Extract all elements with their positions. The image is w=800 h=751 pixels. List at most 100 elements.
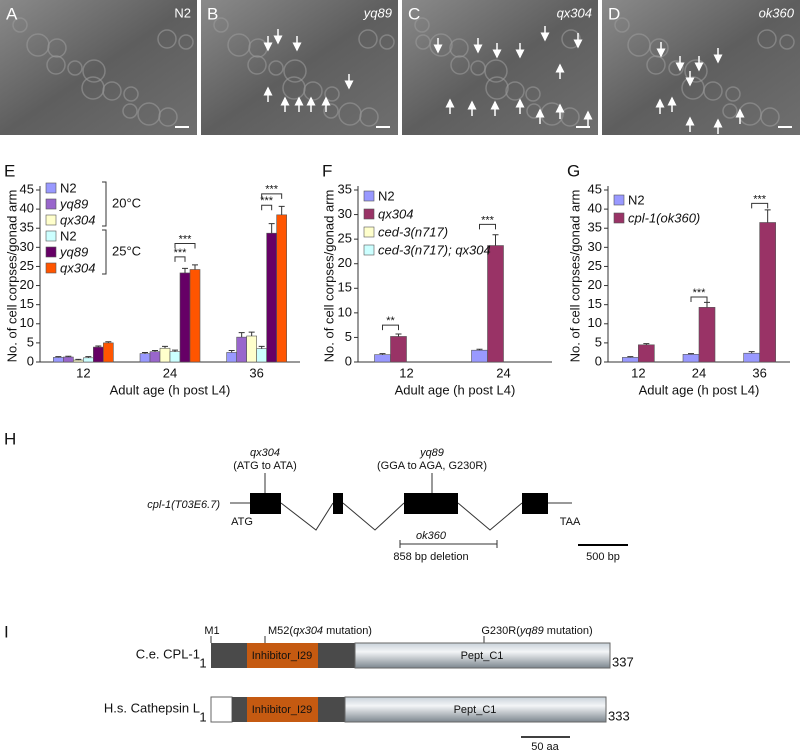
legend-swatch	[45, 182, 57, 194]
significance-label: ***	[179, 233, 193, 245]
cell	[779, 34, 795, 50]
site-label: M52(qx304 mutation)	[268, 625, 372, 637]
start-codon: ATG	[231, 516, 253, 528]
chart: E 0 5 10 15 20 25 30 35 40 45 12 24 36 Adult age (h po…	[4, 161, 300, 397]
significance-bracket	[261, 193, 283, 199]
error-bar	[627, 356, 634, 358]
error-bar	[238, 332, 245, 338]
y-tick-label: 5	[345, 329, 352, 344]
error-bar	[379, 353, 386, 355]
bar	[698, 307, 716, 363]
legend-group-label: 25°C	[112, 243, 141, 258]
error-bar	[142, 351, 148, 354]
y-tick-label: 25	[338, 231, 352, 246]
micrograph-panel: A N2	[0, 0, 197, 135]
strain-label: yq89	[363, 5, 392, 20]
chart: F 0 5 10 15 20 25 30 35 12 24 Adult age (h post L4)…	[321, 161, 552, 397]
exon	[404, 493, 458, 514]
bar	[179, 272, 191, 363]
bar	[63, 356, 74, 363]
bar	[159, 347, 171, 363]
cell	[614, 17, 630, 33]
error-bar	[192, 264, 198, 270]
site-label: G230R(yq89 mutation)	[481, 625, 592, 637]
legend-swatch	[363, 190, 375, 202]
legend-swatch	[45, 214, 57, 226]
protein-start: 1	[199, 709, 206, 724]
error-bar	[748, 351, 755, 354]
legend-label: N2	[60, 180, 77, 195]
error-bar	[172, 349, 178, 352]
y-axis-label: No. of cell corpses/gonad arm	[4, 190, 19, 363]
error-bar	[85, 356, 92, 358]
panel-label: H	[4, 429, 16, 448]
bar	[83, 357, 94, 363]
cell	[414, 17, 430, 33]
legend-label: N2	[378, 188, 395, 203]
x-tick-label: 24	[496, 365, 510, 380]
bar	[743, 352, 760, 363]
exon	[333, 493, 343, 514]
error-bar	[395, 333, 402, 337]
error-bar	[248, 331, 255, 337]
cell	[684, 59, 708, 83]
bar	[390, 336, 407, 363]
legend-label: N2	[60, 228, 77, 243]
cell	[358, 29, 378, 49]
protein-end: 333	[608, 708, 630, 723]
cell	[338, 102, 362, 126]
protein-name: C.e. CPL-1	[136, 646, 200, 661]
significance-label: ***	[260, 195, 274, 207]
x-tick-label: 12	[399, 365, 413, 380]
site-allele: qx304	[293, 625, 323, 637]
significance-bracket	[479, 223, 496, 230]
legend-swatch	[45, 246, 57, 258]
mutation-change: (GGA to AGA, G230R)	[377, 460, 487, 472]
bar	[149, 351, 161, 363]
legend-label: yq89	[59, 196, 88, 211]
bar	[236, 336, 247, 363]
y-tick-label: 35	[338, 181, 352, 196]
error-bar	[476, 348, 483, 351]
y-tick-label: 0	[345, 353, 352, 368]
mutation-change: (ATG to ATA)	[233, 460, 297, 472]
cell	[26, 33, 50, 57]
site-text: G230R(	[481, 625, 520, 637]
y-tick-label: 40	[20, 201, 34, 216]
strain-label: ok360	[759, 5, 795, 20]
y-tick-label: 30	[20, 239, 34, 254]
x-axis-label: Adult age (h post L4)	[110, 382, 231, 397]
domain-label: Inhibitor_I29	[252, 704, 313, 716]
cell	[449, 38, 469, 58]
legend-label: cpl-1(ok360)	[628, 210, 700, 225]
significance-bracket	[690, 296, 708, 303]
chart: G 0 5 10 15 20 25 30 35 40 45 12 24 36 Adult age (h po…	[567, 161, 790, 397]
error-bar	[492, 234, 499, 246]
site-text: M1	[204, 625, 219, 637]
protein-diagram: I M1 M52(qx304 mutation) G230R(yq89 muta…	[4, 622, 634, 751]
signal-peptide	[210, 696, 233, 723]
deletion-bar	[399, 540, 498, 548]
significance-label: ***	[174, 247, 188, 259]
legend-swatch	[613, 194, 625, 206]
cell	[757, 29, 777, 49]
bar	[189, 269, 201, 363]
bar	[374, 354, 391, 363]
x-tick-label: 12	[76, 365, 90, 380]
cell	[450, 55, 470, 75]
x-axis-label: Adult age (h post L4)	[395, 382, 516, 397]
allele: qx304	[250, 447, 280, 459]
legend-label: qx304	[60, 212, 95, 227]
y-tick-label: 15	[20, 296, 34, 311]
bar	[266, 232, 277, 363]
legend-swatch	[363, 244, 375, 256]
legend-label: yq89	[59, 244, 88, 259]
panel-label: F	[322, 161, 332, 180]
cell	[415, 34, 431, 50]
y-tick-label: 15	[338, 280, 352, 295]
bar	[622, 357, 639, 363]
cell	[646, 55, 666, 75]
error-bar	[704, 301, 710, 308]
domain	[344, 696, 607, 723]
